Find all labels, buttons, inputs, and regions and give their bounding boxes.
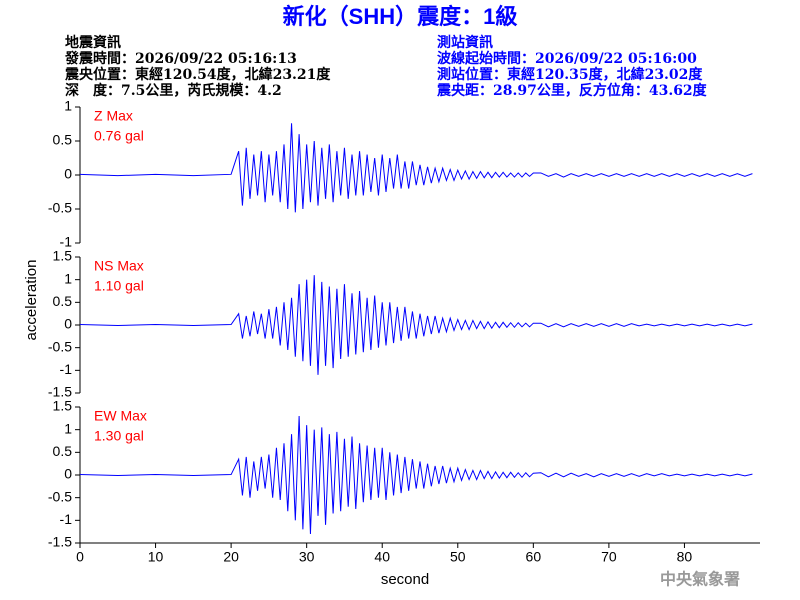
y-tick-label: -1.5 <box>48 384 72 400</box>
series-name: NS Max <box>94 258 144 274</box>
x-tick-label: 50 <box>450 549 466 565</box>
info-left: 發震時間：2026/09/22 05:16:13 <box>64 50 297 67</box>
series-name: Z Max <box>94 108 133 124</box>
y-tick-label: 1.5 <box>53 398 73 414</box>
y-axis-title: acceleration <box>23 260 40 341</box>
x-tick-label: 70 <box>601 549 617 565</box>
y-tick-label: -1 <box>60 361 73 377</box>
x-tick-label: 0 <box>76 549 84 565</box>
series-name: EW Max <box>94 408 147 424</box>
max-label: 1.30 gal <box>94 428 144 444</box>
info-left: 震央位置：東經120.54度，北緯23.21度 <box>64 66 331 83</box>
chart-title: 新化（SHH）震度：1級 <box>283 4 518 29</box>
agency: 中央氣象署 <box>660 570 740 589</box>
info-right: 測站位置：東經120.35度，北緯23.02度 <box>437 66 703 83</box>
y-tick-label: 0.5 <box>53 293 73 309</box>
info-left: 地震資訊 <box>65 34 121 51</box>
y-tick-label: -1 <box>60 234 73 250</box>
x-tick-label: 30 <box>299 549 315 565</box>
x-tick-label: 60 <box>526 549 542 565</box>
info-right: 測站資訊 <box>437 34 493 51</box>
y-tick-label: 0 <box>64 166 72 182</box>
max-label: 1.10 gal <box>94 278 144 294</box>
waveform <box>79 123 753 213</box>
y-tick-label: 1 <box>64 98 72 114</box>
y-tick-label: 0 <box>64 466 72 482</box>
y-tick-label: 0 <box>64 316 72 332</box>
x-tick-label: 10 <box>148 549 164 565</box>
y-tick-label: -1.5 <box>48 534 72 550</box>
info-left: 深 度：7.5公里，芮氏規模：4.2 <box>65 82 282 99</box>
y-tick-label: 0.5 <box>53 443 73 459</box>
y-tick-label: -0.5 <box>48 338 72 354</box>
info-right: 波線起始時間：2026/09/22 05:16:00 <box>437 50 697 67</box>
waveform <box>79 416 753 534</box>
x-axis-title: second <box>381 571 429 588</box>
info-right: 震央距：28.97公里，反方位角：43.62度 <box>436 82 708 99</box>
y-tick-label: 1 <box>64 270 72 286</box>
waveform <box>79 275 753 375</box>
max-label: 0.76 gal <box>94 128 144 144</box>
y-tick-label: -0.5 <box>48 200 72 216</box>
y-tick-label: -0.5 <box>48 488 72 504</box>
x-tick-label: 40 <box>374 549 390 565</box>
y-tick-label: 0.5 <box>53 132 73 148</box>
x-tick-label: 20 <box>223 549 239 565</box>
y-tick-label: 1 <box>64 420 72 436</box>
x-tick-label: 80 <box>677 549 693 565</box>
y-tick-label: 1.5 <box>53 248 73 264</box>
y-tick-label: -1 <box>60 511 73 527</box>
